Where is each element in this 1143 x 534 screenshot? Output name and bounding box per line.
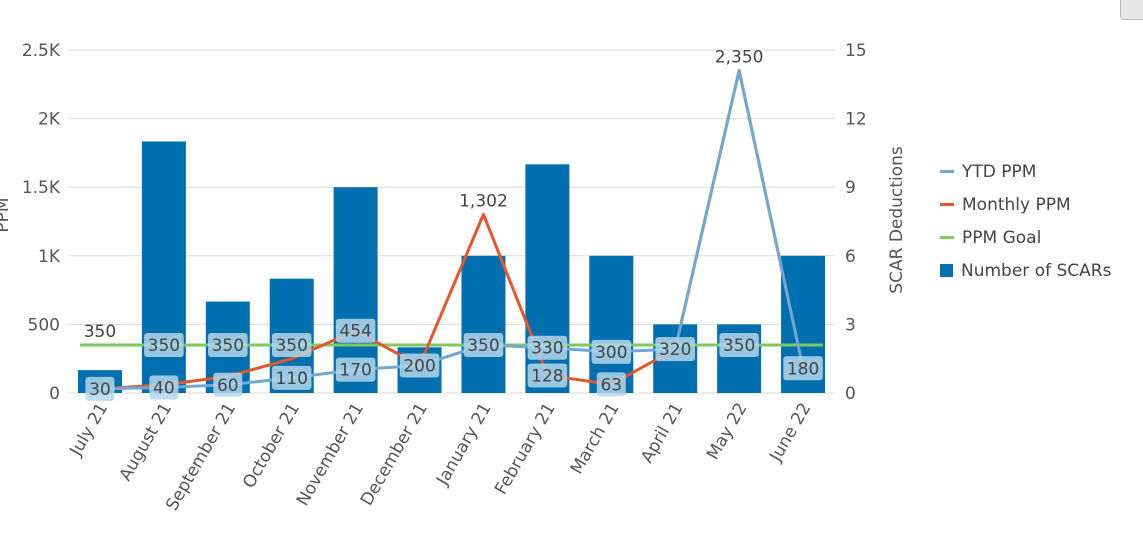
- legend-item-number-of-scars[interactable]: Number of SCARs: [940, 254, 1111, 287]
- x-tick-label: April 21: [637, 400, 687, 467]
- legend-item-ppm-goal[interactable]: PPM Goal: [940, 221, 1111, 254]
- legend-swatch: [940, 170, 954, 173]
- data-label-box: [213, 372, 243, 397]
- left-tick-label: 0: [49, 384, 60, 404]
- data-label-box: [596, 372, 626, 397]
- right-tick-label: 6: [845, 247, 856, 267]
- data-label: 350: [467, 336, 499, 356]
- chart-menu-button[interactable]: [1120, 0, 1143, 20]
- data-label: 350: [212, 336, 244, 356]
- data-label: 200: [403, 357, 435, 377]
- data-label-box: [527, 335, 568, 360]
- x-tick-label: July 21: [66, 400, 113, 461]
- data-label-box: [335, 357, 376, 382]
- data-label-box: [591, 339, 632, 364]
- x-tick-label: October 21: [239, 400, 304, 492]
- right-tick-label: 3: [845, 315, 856, 335]
- left-tick-label: 1.5K: [22, 178, 61, 198]
- data-label: 1,302: [459, 191, 508, 211]
- data-label: 350: [84, 322, 116, 342]
- x-tick-label: November 21: [293, 400, 368, 510]
- legend-item-monthly-ppm[interactable]: Monthly PPM: [940, 188, 1111, 221]
- data-label: 454: [339, 322, 371, 342]
- data-label-box: [144, 332, 184, 357]
- data-label: 30: [89, 380, 111, 400]
- x-tick-label: December 21: [357, 399, 432, 509]
- right-tick-label: 15: [845, 41, 867, 61]
- x-tick-label: January 21: [432, 400, 496, 490]
- data-label: 60: [217, 376, 239, 396]
- data-label: 110: [275, 369, 307, 389]
- right-tick-label: 9: [845, 178, 856, 198]
- data-label-box: [527, 363, 568, 388]
- x-tick-label: August 21: [116, 400, 177, 485]
- legend-swatch: [940, 264, 953, 277]
- data-label-box: [271, 365, 312, 390]
- bar-number-of-scars: [461, 255, 506, 393]
- data-label: 63: [600, 375, 622, 395]
- data-label: 40: [153, 379, 175, 399]
- right-axis-title: SCAR Deductions: [887, 146, 907, 294]
- data-label: 320: [659, 340, 691, 360]
- legend-item-ytd-ppm[interactable]: YTD PPM: [940, 155, 1111, 188]
- data-label: 170: [339, 361, 371, 381]
- data-label-box: [463, 332, 504, 357]
- right-tick-label: 12: [845, 110, 867, 130]
- data-label-box: [783, 356, 823, 381]
- data-label: 350: [723, 336, 755, 356]
- data-label-box: [85, 376, 115, 401]
- legend-swatch: [940, 236, 954, 239]
- data-label-box: [335, 318, 376, 343]
- data-label-box: [271, 332, 312, 357]
- data-label: 330: [531, 339, 563, 359]
- data-label-box: [399, 353, 440, 378]
- legend-label: YTD PPM: [962, 161, 1037, 182]
- right-tick-label: 0: [845, 384, 856, 404]
- x-tick-label: May 22: [703, 400, 751, 464]
- data-label-box: [719, 332, 759, 357]
- data-label-box: [149, 375, 179, 400]
- left-tick-label: 2K: [38, 110, 61, 130]
- left-tick-label: 1K: [38, 247, 61, 267]
- legend-label: Monthly PPM: [962, 194, 1071, 215]
- legend-label: PPM Goal: [962, 227, 1042, 248]
- data-label: 350: [148, 336, 180, 356]
- left-tick-label: 2.5K: [22, 41, 61, 61]
- data-label: 300: [595, 343, 627, 363]
- bar-number-of-scars: [589, 255, 634, 393]
- data-label-box: [208, 332, 248, 357]
- left-axis-title: PPM: [0, 197, 13, 232]
- data-label: 128: [531, 366, 563, 386]
- data-label: 2,350: [715, 48, 764, 68]
- data-label: 350: [275, 336, 307, 356]
- data-label-box: [655, 337, 695, 362]
- left-tick-label: 500: [28, 315, 60, 335]
- x-tick-label: February 21: [491, 400, 560, 499]
- x-tick-label: March 21: [567, 400, 624, 478]
- legend-label: Number of SCARs: [961, 260, 1112, 281]
- legend: YTD PPM Monthly PPM PPM Goal Number of SCAR…: [940, 155, 1111, 287]
- x-tick-label: September 21: [162, 400, 240, 515]
- x-tick-label: June 22: [766, 400, 816, 466]
- legend-swatch: [940, 203, 954, 206]
- data-label: 180: [787, 359, 819, 379]
